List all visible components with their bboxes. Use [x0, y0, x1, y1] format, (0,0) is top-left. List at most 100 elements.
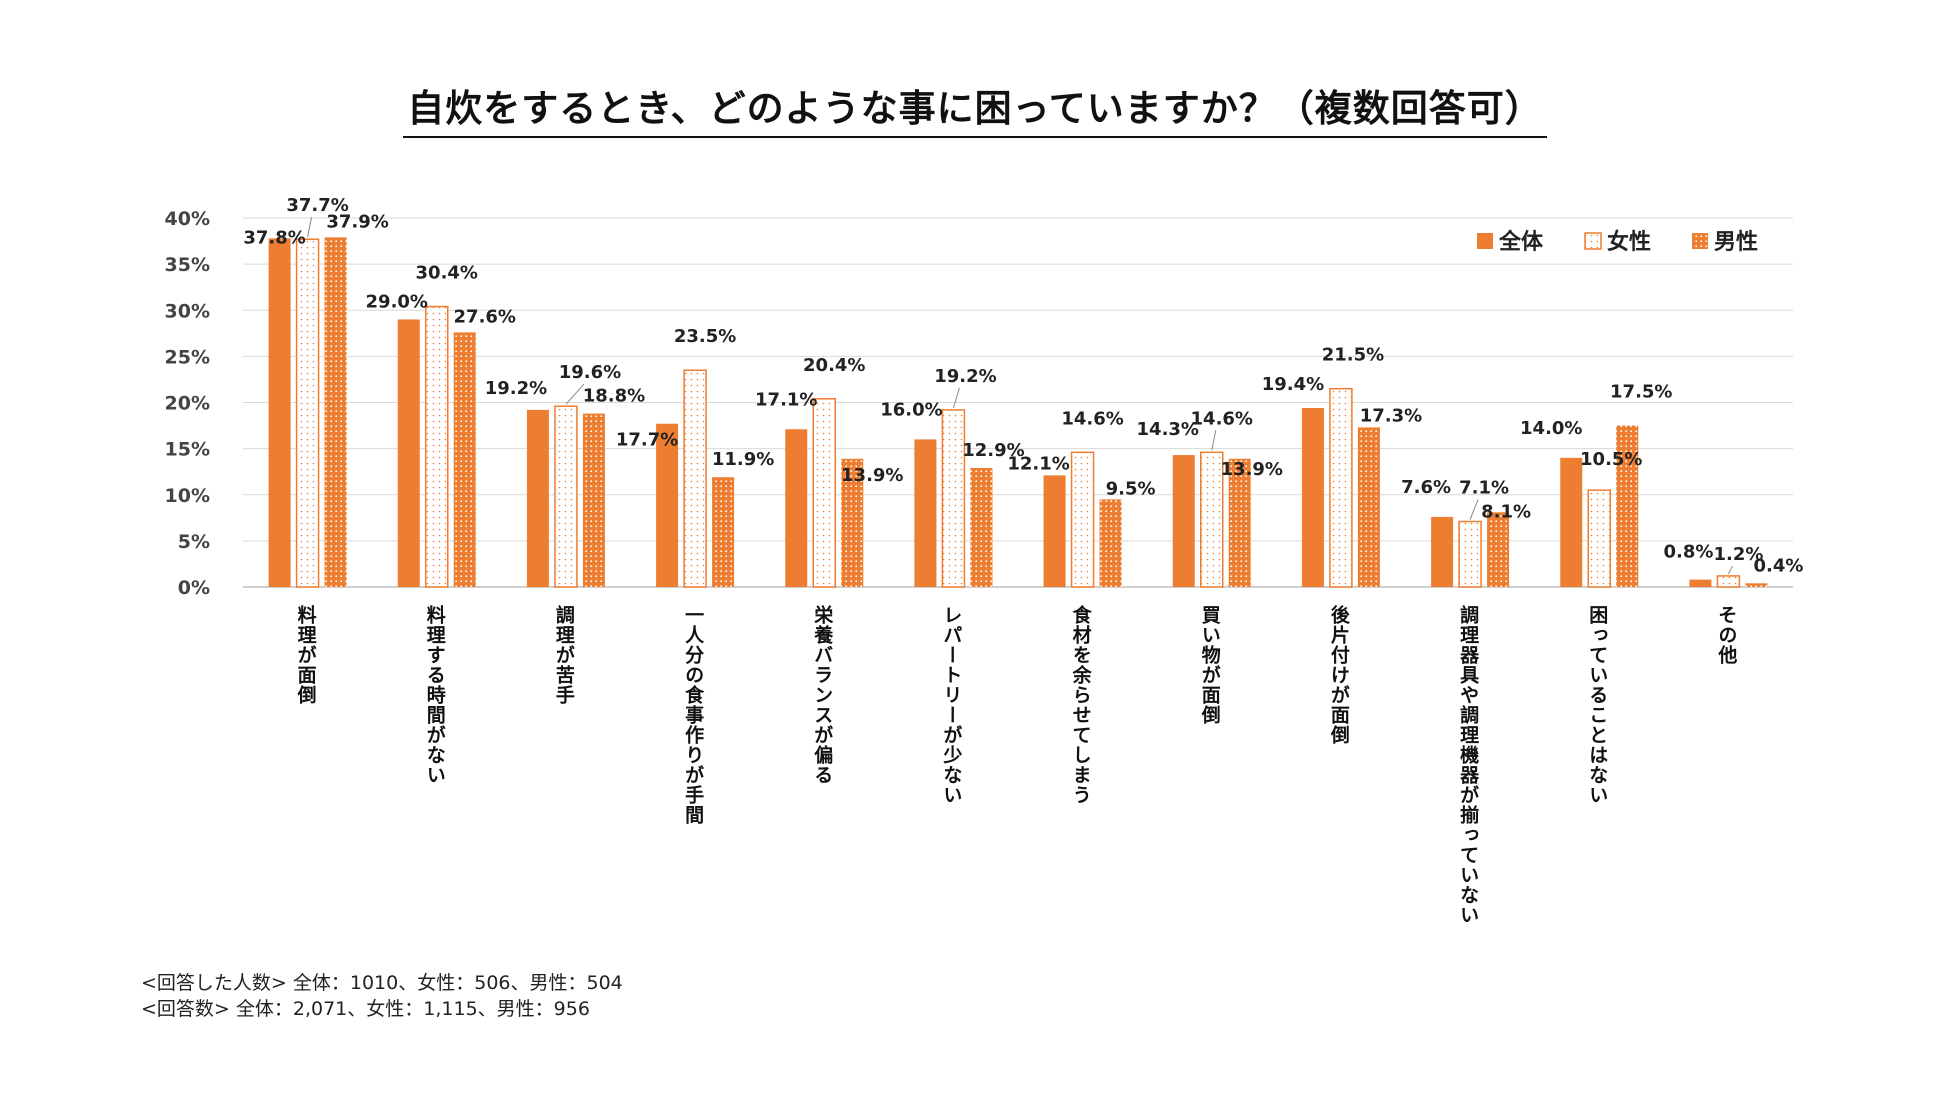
bar-male — [970, 467, 993, 587]
y-tick-label: 40% — [165, 208, 210, 230]
data-label-female: 14.6% — [1061, 408, 1123, 429]
legend-label-overall: 全体 — [1498, 229, 1544, 255]
data-label-overall: 19.4% — [1262, 374, 1324, 395]
bar-female — [425, 305, 449, 588]
data-label-overall: 19.2% — [485, 378, 547, 399]
legend-swatch-overall — [1477, 233, 1493, 249]
data-label-male: 17.5% — [1610, 382, 1672, 403]
category-label: 調理が苦手 — [552, 605, 575, 705]
data-label-male: 12.9% — [962, 440, 1024, 461]
bar-female — [941, 409, 966, 588]
bar-male — [1357, 427, 1380, 587]
legend-label-male: 男性 — [1714, 230, 1758, 255]
respondents-note: <回答した人数> 全体：1010、女性：506、男性：504 — [141, 972, 623, 994]
bar-overall — [1560, 457, 1583, 587]
bar-overall — [914, 439, 937, 587]
bars — [268, 237, 1768, 588]
bar-female — [812, 398, 836, 588]
bar-male — [324, 237, 347, 587]
bar-male — [1099, 499, 1122, 587]
chart-title: 自炊をするとき、どのような事に困っていますか？（複数回答可） — [0, 78, 1950, 138]
y-tick-label: 25% — [165, 346, 210, 368]
category-label: その他 — [1715, 605, 1738, 665]
y-tick-label: 30% — [165, 300, 210, 322]
data-label-female: 23.5% — [674, 326, 736, 347]
bar-female — [1458, 520, 1482, 588]
bar-male — [1487, 512, 1510, 587]
data-label-male: 0.4% — [1753, 555, 1803, 576]
category-label: 料理が面倒 — [294, 605, 317, 705]
bar-male — [582, 413, 605, 587]
data-label-male: 17.3% — [1360, 405, 1422, 426]
data-label-overall: 17.1% — [755, 389, 817, 410]
data-label-overall: 7.6% — [1401, 477, 1451, 498]
data-label-overall: 16.0% — [880, 399, 942, 420]
bar-overall — [1689, 579, 1712, 587]
y-axis: 0% 5% 10% 15% 20% 25% 30% 35% 40% — [165, 208, 210, 599]
leader-line — [952, 387, 960, 409]
category-label: 困っていることはない — [1586, 605, 1609, 805]
category-label: 買い物が面倒 — [1198, 605, 1221, 725]
category-label: レパートリーが少ない — [940, 605, 963, 805]
legend: 全体 女性 男性 — [1477, 229, 1758, 255]
data-label-overall: 29.0% — [366, 291, 428, 312]
y-tick-label: 35% — [165, 254, 210, 276]
answers-note: <回答数> 全体：2,071、女性：1,115、男性：956 — [141, 998, 590, 1020]
bar-overall — [397, 319, 420, 587]
bar-male — [1745, 583, 1768, 587]
bar-overall — [1043, 475, 1066, 587]
bar-overall — [1431, 516, 1454, 587]
leader-line — [565, 383, 585, 405]
leader-line — [1469, 499, 1479, 520]
category-label: 料理する時間がない — [423, 605, 446, 785]
data-label-overall: 17.7% — [616, 430, 678, 451]
data-label-overall: 0.8% — [1663, 542, 1713, 563]
data-label-male: 8.1% — [1481, 501, 1531, 522]
data-label-female: 1.2% — [1713, 544, 1763, 565]
y-tick-label: 15% — [165, 439, 210, 461]
data-label-male: 13.9% — [841, 465, 903, 486]
bar-male — [1616, 425, 1639, 587]
legend-swatch-female — [1584, 232, 1602, 250]
category-label: 調理器具や調理機器が揃っていない — [1457, 605, 1480, 925]
bar-female — [683, 369, 707, 588]
bar-overall — [268, 238, 291, 588]
data-label-male: 9.5% — [1106, 478, 1156, 499]
y-tick-label: 5% — [178, 531, 210, 553]
bar-female — [1329, 387, 1353, 588]
data-label-overall: 37.8% — [243, 227, 305, 248]
category-label: 一人分の食事作りが手間 — [682, 605, 705, 825]
data-label-female: 37.7% — [286, 195, 348, 216]
bar-male — [453, 332, 476, 587]
gridlines — [243, 217, 1793, 588]
data-label-male: 37.9% — [326, 211, 388, 232]
data-label-female: 19.2% — [934, 366, 996, 387]
bar-male — [712, 477, 735, 587]
data-label-male: 27.6% — [454, 306, 516, 327]
data-label-overall: 14.0% — [1520, 418, 1582, 439]
data-label-female: 7.1% — [1459, 478, 1509, 499]
y-tick-label: 20% — [165, 393, 210, 415]
data-label-female: 20.4% — [803, 355, 865, 376]
bar-male — [841, 458, 864, 587]
data-label-female: 30.4% — [416, 263, 478, 284]
category-label: 後片付けが面倒 — [1327, 605, 1350, 745]
bar-overall — [785, 429, 808, 587]
bar-female — [1716, 575, 1741, 588]
bar-overall — [526, 409, 549, 587]
bar-female — [554, 405, 578, 588]
data-label-overall: 12.1% — [1007, 453, 1069, 474]
bar-overall — [1301, 408, 1324, 587]
bar-female — [295, 238, 320, 588]
data-label-male: 13.9% — [1221, 459, 1283, 480]
data-label-female: 14.6% — [1191, 408, 1253, 429]
bar-overall — [1172, 455, 1195, 587]
y-tick-label: 10% — [165, 485, 210, 507]
bar-overall — [656, 423, 679, 587]
category-label: 食材を余らせてしまう — [1069, 605, 1092, 805]
data-label-female: 10.5% — [1580, 449, 1642, 470]
data-label-overall: 14.3% — [1137, 419, 1199, 440]
data-labels: 37.8% 37.7%37.9% 29.0% 30.4% 27.6% 19.2% 19.6%… — [243, 195, 1803, 576]
y-tick-label: 0% — [178, 577, 210, 599]
data-label-male: 11.9% — [712, 449, 774, 470]
